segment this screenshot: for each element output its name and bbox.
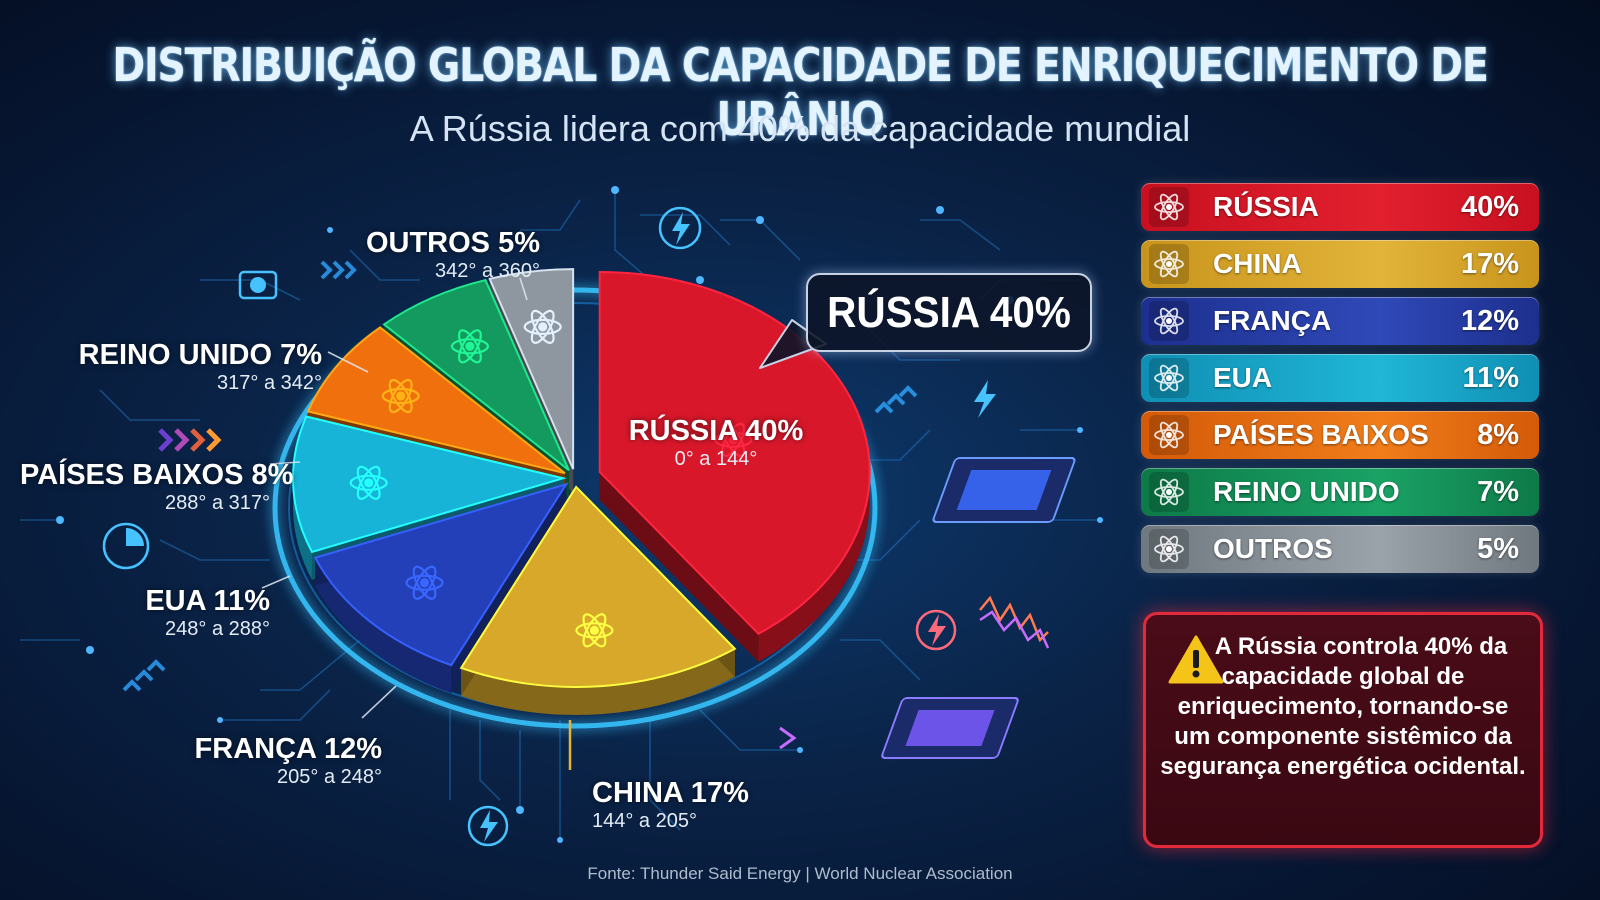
slice-label-china-angles: 144° a 205° (592, 809, 697, 832)
slice-label-china: CHINA 17% 144° a 205° (592, 777, 749, 832)
atom-icon (450, 329, 490, 364)
atom-icon (714, 422, 753, 457)
atom-icon (1149, 472, 1189, 512)
slice-label-outros: OUTROS 5% 342° a 360° (330, 227, 540, 282)
atom-icon (1149, 415, 1189, 455)
slice-label-russia-name: RÚSSIA 40% (628, 415, 804, 447)
legend-item: FRANÇA 12% (1141, 297, 1539, 345)
slice-label-russia: RÚSSIA 40% 0° a 144° (626, 415, 806, 470)
pie-slice-russia (598, 270, 871, 662)
atom-icon (405, 565, 444, 600)
legend-item: RÚSSIA 40% (1141, 183, 1539, 231)
legend-item: OUTROS 5% (1141, 525, 1539, 573)
legend-item-value: 5% (1477, 533, 1519, 565)
chart-title: DISTRIBUIÇÃO GLOBAL DA CAPACIDADE DE ENR… (112, 38, 1488, 146)
leader-franca (361, 685, 397, 719)
leader-eua (261, 575, 291, 589)
pie-slice-china (459, 485, 737, 715)
legend-item-value: 8% (1477, 419, 1519, 451)
slice-label-outros-name: OUTROS 5% (365, 227, 540, 259)
warning-icon (1168, 635, 1224, 684)
legend-item: REINO UNIDO 7% (1141, 468, 1539, 516)
slice-label-franca-name: FRANÇA 12% (194, 733, 382, 765)
legend-item-name: CHINA (1213, 248, 1302, 279)
slice-label-eua-name: EUA 11% (145, 585, 270, 617)
slice-label-reino-unido-angles: 317° a 342° (217, 371, 322, 394)
pie-slice-top-reino-unido (382, 278, 570, 472)
pie-base-ring (272, 287, 878, 729)
atom-icon (1149, 187, 1189, 227)
warning-box: A Rússia controla 40% da capacidade glob… (1143, 612, 1543, 848)
legend-item-name: EUA (1213, 362, 1273, 393)
slice-label-paises-baixos: PAÍSES BAIXOS 8% 288° a 317° (20, 459, 294, 514)
pie-slice-top-paises-baixos (306, 326, 566, 475)
pie-slice-side-franca (315, 557, 452, 694)
leader-outros (519, 277, 528, 301)
legend-item-value: 7% (1477, 476, 1519, 508)
pie-slice-top-franca (313, 482, 569, 667)
atom-icon (349, 465, 388, 500)
legend: RÚSSIA 40% CHINA 17% FRANÇA 12% EUA 11% PAÍSES B… (1141, 183, 1539, 582)
slice-label-reino-unido: REINO UNIDO 7% 317° a 342° (60, 339, 322, 394)
source-note: Fonte: Thunder Said Energy | World Nucle… (587, 864, 1013, 883)
pie-slice-top-eua (292, 415, 567, 554)
legend-item-name: REINO UNIDO (1213, 476, 1400, 507)
leader-reino-unido (327, 351, 369, 373)
leader-paises-baixos (269, 461, 301, 465)
pie-slice-wall-russia-1 (599, 471, 759, 662)
legend-item-value: 12% (1460, 305, 1519, 337)
legend-item-name: PAÍSES BAIXOS (1213, 419, 1429, 450)
slice-label-eua: EUA 11% 248° a 288° (110, 585, 270, 640)
legend-item-value: 17% (1460, 248, 1519, 280)
slice-label-franca-angles: 205° a 248° (277, 765, 382, 788)
slice-label-eua-angles: 248° a 288° (165, 617, 270, 640)
warning-text: A Rússia controla 40% da capacidade glob… (1160, 633, 1526, 780)
slice-label-paises-baixos-name: PAÍSES BAIXOS 8% (20, 459, 294, 491)
atom-icon (523, 309, 562, 344)
legend-item-name: RÚSSIA (1213, 191, 1319, 222)
pie-slice-top-china (459, 485, 737, 688)
pie-slice-side-china (461, 648, 735, 715)
atom-icon (1149, 529, 1189, 569)
legend-item-value: 40% (1460, 191, 1519, 223)
legend-item: CHINA 17% (1141, 240, 1539, 288)
chart-subtitle: A Rússia lidera com 40% da capacidade mu… (409, 108, 1191, 149)
legend-item: PAÍSES BAIXOS 8% (1141, 411, 1539, 459)
slice-label-outros-angles: 342° a 360° (435, 259, 540, 282)
atom-icon (381, 378, 420, 414)
atom-icon (575, 613, 614, 648)
legend-item-value: 11% (1462, 362, 1519, 394)
slice-label-reino-unido-name: REINO UNIDO 7% (78, 339, 322, 371)
slice-label-china-name: CHINA 17% (592, 777, 749, 809)
legend-item-name: FRANÇA (1213, 305, 1332, 336)
atom-icon (1149, 301, 1189, 341)
legend-item: EUA 11% (1141, 354, 1539, 402)
russia-callout: RÚSSIA 40% (806, 273, 1092, 352)
atom-icon (1149, 358, 1189, 398)
slice-label-paises-baixos-angles: 288° a 317° (165, 491, 270, 514)
callout-text: RÚSSIA 40% (827, 288, 1071, 337)
atom-icon (1149, 244, 1189, 284)
legend-item-name: OUTROS (1213, 533, 1333, 564)
slice-label-franca: FRANÇA 12% 205° a 248° (170, 733, 382, 788)
slice-label-russia-angles: 0° a 144° (674, 447, 758, 470)
